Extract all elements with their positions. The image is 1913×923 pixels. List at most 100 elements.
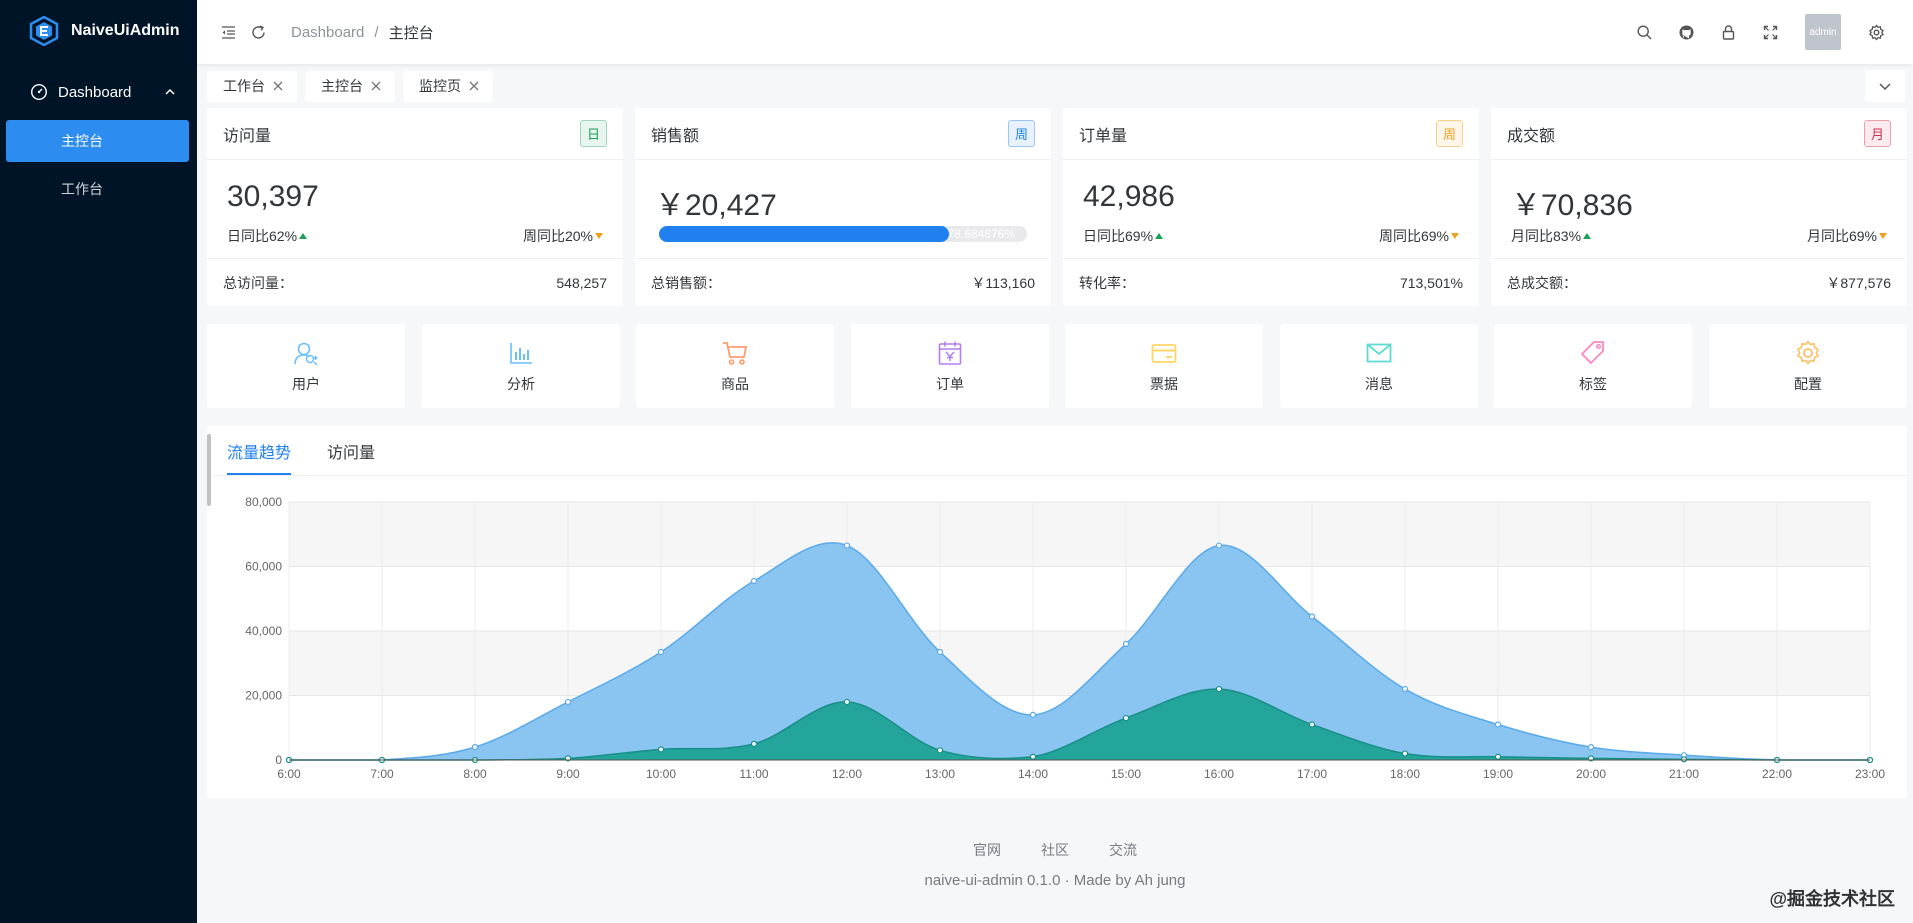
menu-group-dashboard[interactable]: Dashboard	[0, 64, 197, 120]
trend-up-icon	[1155, 232, 1164, 239]
tab-workbench[interactable]: 工作台	[207, 70, 297, 102]
quick-label: 订单	[936, 375, 964, 392]
x-tick-label: 18:00	[1390, 767, 1420, 781]
tab-console[interactable]: 主控台	[305, 70, 395, 102]
refresh-button[interactable]	[243, 17, 273, 47]
lock-screen-button[interactable]	[1713, 17, 1743, 47]
search-button[interactable]	[1629, 17, 1659, 47]
card-title: 成交额	[1507, 127, 1556, 145]
shopping-cart-icon	[723, 341, 748, 365]
trend-up-icon	[299, 232, 308, 239]
compare-right: 周同比20%	[523, 226, 603, 246]
breadcrumb-separator: /	[374, 23, 379, 41]
data-point	[564, 698, 572, 706]
data-point	[1308, 613, 1316, 620]
stat-card-visits: 访问量 日 30,397 日同比62% 周同比20% 总访问量： 548,257	[207, 108, 623, 306]
x-tick-label: 20:00	[1576, 767, 1606, 781]
quick-order[interactable]: 订单	[851, 324, 1049, 408]
chevron-up-icon	[165, 88, 175, 95]
data-point	[657, 648, 665, 656]
compare-right: 月同比69%	[1807, 226, 1887, 246]
collapse-menu-button[interactable]	[213, 17, 243, 47]
settings-button[interactable]	[1861, 17, 1891, 47]
sidebar-item-workbench[interactable]: 工作台	[61, 181, 103, 197]
sidebar-item-console[interactable]: 主控台	[6, 120, 189, 162]
github-button[interactable]	[1671, 17, 1701, 47]
foot-value: 713,501%	[1399, 274, 1463, 291]
traffic-area-chart: 0 20,000 40,000 60,000 80,000 6:00 7:00 8:00 9:0…	[245, 495, 1885, 781]
menu-group-label: Dashboard	[58, 83, 132, 101]
refresh-icon	[251, 24, 265, 39]
tab-traffic-trend[interactable]: 流量趋势	[227, 439, 292, 475]
quick-tag[interactable]: 标签	[1494, 324, 1692, 408]
quick-goods[interactable]: 商品	[636, 324, 834, 408]
quick-label: 消息	[1365, 375, 1393, 392]
compare-left: 月同比83%	[1511, 226, 1592, 246]
data-point	[1494, 721, 1502, 728]
close-icon[interactable]	[273, 81, 283, 91]
fullscreen-icon	[1763, 25, 1777, 39]
data-point	[843, 698, 851, 706]
y-tick-label: 60,000	[245, 560, 282, 574]
credit-card-icon	[1151, 343, 1177, 363]
lock-icon	[1722, 24, 1734, 40]
x-tick-label: 13:00	[925, 767, 955, 781]
x-tick-label: 10:00	[646, 767, 676, 781]
foot-label: 总访问量：	[223, 274, 293, 291]
footer-link-exchange[interactable]: 交流	[1109, 842, 1137, 858]
footer-link-community[interactable]: 社区	[1041, 842, 1069, 858]
card-value: 42,986	[1083, 180, 1175, 213]
foot-label: 总销售额：	[651, 274, 721, 291]
breadcrumb-dashboard[interactable]: Dashboard	[291, 23, 365, 41]
card-value: ￥70,836	[1511, 189, 1633, 222]
tab-monitor[interactable]: 监控页	[403, 70, 493, 102]
tab-label: 主控台	[321, 78, 363, 94]
foot-value: 548,257	[556, 274, 607, 291]
data-point	[1215, 542, 1223, 549]
y-tick-label: 20,000	[245, 689, 282, 703]
data-point	[1215, 685, 1223, 693]
compare-left: 日同比69%	[1083, 226, 1164, 246]
progress-fill	[659, 226, 949, 242]
quick-user[interactable]: 用户	[207, 324, 405, 408]
copyright: naive-ui-admin 0.1.0 · Made by Ah jung	[924, 872, 1186, 889]
stat-card-turnover: 成交额 月 ￥70,836 月同比83% 月同比69% 总成交额： ￥877,5…	[1491, 108, 1907, 306]
x-tick-label: 15:00	[1111, 767, 1141, 781]
tab-visits[interactable]: 访问量	[327, 445, 376, 462]
tab-label: 监控页	[419, 78, 461, 94]
series-area	[289, 542, 1870, 760]
footer-link-official[interactable]: 官网	[973, 842, 1001, 858]
quick-label: 用户	[292, 375, 320, 392]
user-add-icon	[294, 342, 318, 366]
sales-progress: 78.684876%	[659, 226, 1027, 242]
github-icon	[1679, 25, 1693, 39]
avatar[interactable]: admin	[1805, 14, 1841, 50]
x-tick-label: 7:00	[370, 767, 394, 781]
quick-message[interactable]: 消息	[1280, 324, 1478, 408]
card-value: 30,397	[227, 180, 319, 213]
chart-tabs: 流量趋势 访问量	[207, 426, 1907, 476]
data-point	[657, 746, 665, 753]
fullscreen-button[interactable]	[1755, 17, 1785, 47]
breadcrumb-current: 主控台	[388, 24, 434, 42]
mail-icon	[1366, 343, 1392, 362]
scrollbar[interactable]	[207, 434, 211, 506]
quick-analysis[interactable]: 分析	[422, 324, 620, 408]
logo[interactable]: NaiveUiAdmin	[0, 0, 197, 62]
close-icon[interactable]	[371, 81, 381, 91]
close-icon[interactable]	[469, 81, 479, 91]
quick-invoice[interactable]: 票据	[1065, 324, 1263, 408]
data-point	[1029, 711, 1037, 718]
data-point	[1401, 685, 1409, 693]
quick-label: 商品	[721, 375, 749, 392]
footer: 官网 社区 交流 naive-ui-admin 0.1.0 · Made by …	[197, 840, 1913, 889]
card-title: 访问量	[223, 127, 272, 145]
foot-label: 转化率：	[1079, 274, 1135, 291]
foot-value: ￥113,160	[971, 274, 1035, 291]
tab-label: 工作台	[223, 78, 265, 94]
menu-fold-icon	[221, 25, 235, 39]
quick-config[interactable]: 配置	[1709, 324, 1907, 408]
data-point	[1308, 721, 1316, 728]
tabs-more-button[interactable]	[1865, 70, 1905, 102]
compare-left: 日同比62%	[227, 226, 308, 246]
